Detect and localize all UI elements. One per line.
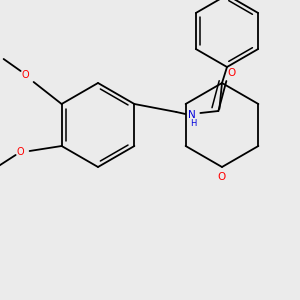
- Text: O: O: [227, 68, 236, 78]
- Text: N: N: [188, 110, 196, 120]
- Text: O: O: [218, 172, 226, 182]
- Text: H: H: [190, 119, 196, 128]
- Text: O: O: [22, 70, 29, 80]
- Text: O: O: [17, 147, 24, 157]
